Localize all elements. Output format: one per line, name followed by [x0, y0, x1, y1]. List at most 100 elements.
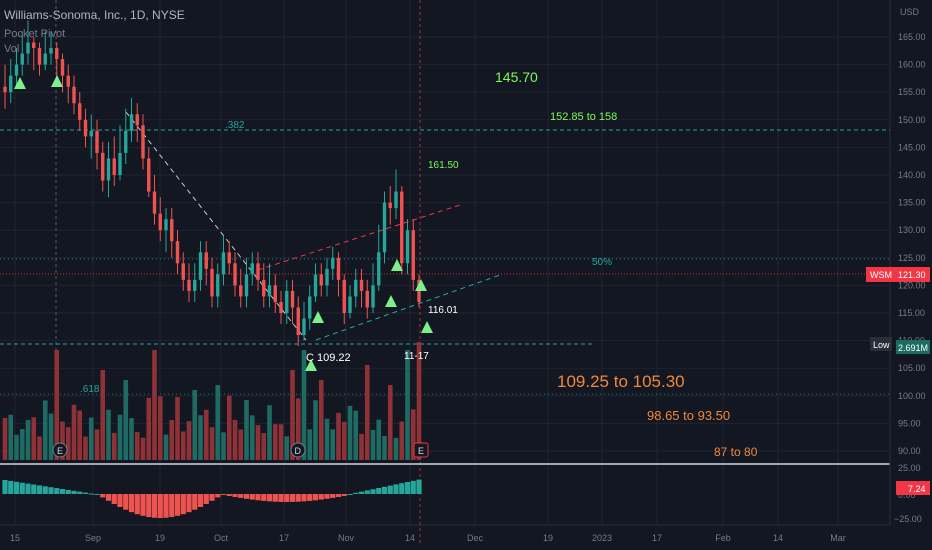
volume-bar [19, 429, 25, 460]
candle-body [290, 290, 295, 308]
volume-bar [77, 410, 83, 460]
oscillator-bar [42, 486, 48, 494]
candle-body [221, 252, 226, 275]
candle-body [152, 191, 157, 214]
candle-body [147, 158, 151, 192]
oscillator-bar [117, 494, 123, 507]
oscillator-bar [238, 494, 244, 498]
price-tick-label: 145.00 [898, 142, 926, 152]
candle-body [377, 252, 381, 286]
oscillator-bar [312, 494, 319, 501]
volume-bar [169, 420, 175, 460]
candle-body [101, 152, 105, 181]
volume-bar [117, 414, 123, 460]
price-tick-label: 155.00 [898, 87, 926, 97]
oscillator-bar [266, 494, 273, 502]
oscillator-bar [36, 485, 43, 494]
candle-body [262, 279, 266, 297]
volume-bar [353, 410, 359, 460]
volume-bar [175, 396, 180, 460]
candle-body [342, 279, 346, 313]
oscillator-bar [209, 494, 215, 501]
earnings-badge-2[interactable]: E [413, 442, 429, 458]
earnings-badge-1[interactable]: E [52, 442, 68, 458]
price-tick-label: 105.00 [898, 363, 926, 373]
volume-bar [244, 400, 249, 460]
oscillator-bar [59, 489, 66, 494]
zone-3-label: 87 to 80 [714, 445, 758, 459]
candle-body [256, 263, 260, 280]
candle-body [336, 257, 341, 280]
oscillator-bar [318, 494, 324, 500]
volume-bar [255, 425, 261, 460]
candle-body [72, 86, 76, 104]
candle-body [66, 75, 70, 87]
price-tick-label: 140.00 [898, 170, 926, 180]
candle-body [296, 307, 300, 336]
volume-bar [267, 405, 272, 460]
time-tick-label: Feb [715, 533, 731, 543]
volume-bar [278, 424, 284, 460]
volume-bar [399, 421, 405, 460]
time-tick-label: 19 [543, 533, 553, 543]
candle-body [83, 119, 88, 137]
svg-text:Low: Low [873, 340, 890, 350]
candle-body [308, 296, 312, 319]
volume-bar [261, 433, 267, 460]
candle-body [348, 296, 352, 313]
candle-body [37, 48, 42, 65]
volume-bar [410, 409, 416, 460]
time-axis[interactable]: 15 Sep 19 Oct 17 Nov 14 Dec 19 2023 17 Feb 14 Mar [10, 533, 846, 543]
osc-tick-bottom: −25.00 [894, 514, 922, 524]
candle-body [9, 75, 13, 93]
volume-bar [313, 400, 318, 460]
range-high-label: 152.85 to 158 [550, 111, 617, 123]
volume-bar [359, 433, 364, 460]
time-tick-label: Oct [214, 533, 229, 543]
volume-bar [2, 417, 8, 460]
svg-text:E: E [57, 446, 63, 456]
candle-body [359, 279, 364, 291]
pocket-pivot-triangle [51, 75, 63, 87]
oscillator-bar [174, 494, 181, 516]
volume-bar [83, 436, 88, 460]
chart-title: Williams-Sonoma, Inc., 1D, NYSE [4, 8, 185, 22]
time-tick-label: Dec [467, 533, 484, 543]
time-tick-label: Mar [830, 533, 846, 543]
price-tick-label: 130.00 [898, 225, 926, 235]
oscillator-bar [151, 494, 158, 518]
fib-618-label: .618 [80, 384, 100, 395]
candle-body [204, 252, 208, 269]
volume-bar [364, 365, 370, 460]
date-mark-label: 11-17 [404, 351, 429, 362]
indicator-pocket-pivot[interactable]: Pocket Pivot [4, 28, 65, 40]
svg-text:E: E [418, 446, 424, 456]
oscillator-bar [65, 489, 71, 494]
candle-body [164, 219, 168, 231]
candle-body [187, 279, 191, 291]
candle-body [394, 191, 398, 209]
oscillator-bar [186, 494, 192, 513]
candle-body [181, 263, 185, 280]
oscillator-bar [353, 492, 359, 494]
candle-body [95, 130, 99, 153]
candle-body [60, 59, 65, 76]
oscillator-bar [261, 494, 267, 501]
price-tick-label: 160.00 [898, 60, 926, 70]
dividend-badge[interactable]: D [290, 442, 306, 458]
oscillator-bar [370, 489, 376, 494]
fib-50-label: 50% [592, 257, 612, 268]
oscillator-bar [19, 482, 25, 494]
pocket-pivot-markers [14, 75, 433, 371]
oscillator-bar [381, 486, 388, 494]
oscillator-bar [324, 494, 330, 499]
pocket-pivot-triangle [312, 311, 324, 323]
oscillator-bar [8, 480, 14, 494]
time-tick-label: 15 [10, 533, 20, 543]
indicator-volume[interactable]: Vol [4, 43, 19, 55]
oscillator-bar [163, 494, 169, 518]
time-tick-label: 14 [773, 533, 783, 543]
pocket-pivot-triangle [421, 321, 433, 333]
candle-body [175, 241, 180, 264]
